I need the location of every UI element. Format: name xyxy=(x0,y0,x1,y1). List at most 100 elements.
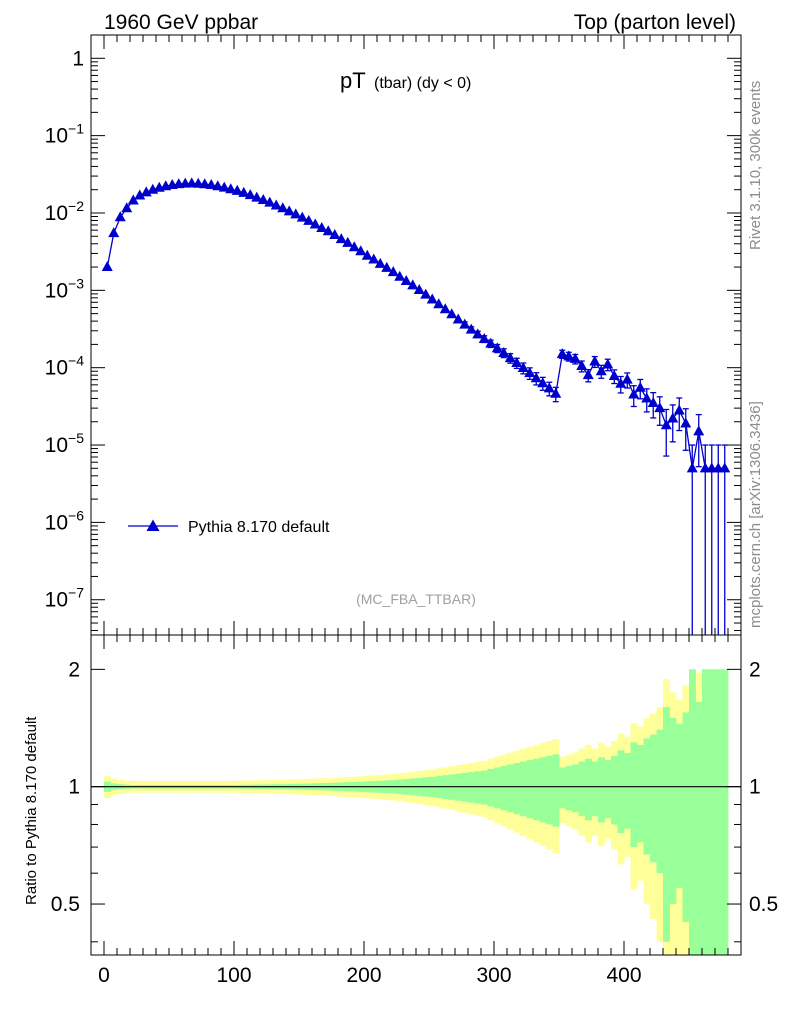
data-point xyxy=(212,180,224,191)
stat-uncertainty-band xyxy=(611,755,618,825)
plot-title-sub: (tbar) (dy < 0) xyxy=(374,75,471,92)
stat-uncertainty-band xyxy=(663,707,670,942)
series-line xyxy=(106,182,725,469)
data-point xyxy=(543,382,555,393)
header-right-label: Top (parton level) xyxy=(574,11,736,34)
stat-uncertainty-band xyxy=(721,669,729,955)
data-point xyxy=(439,303,451,314)
stat-uncertainty-band xyxy=(507,764,514,813)
legend: Pythia 8.170 default xyxy=(128,519,330,536)
data-point xyxy=(485,337,497,348)
stat-uncertainty-band xyxy=(520,761,527,817)
data-point xyxy=(537,377,549,388)
ratio-tick-labels: 0.5 0.5 1 1 2 2 0 100 200 300 400 xyxy=(51,658,778,987)
stat-uncertainty-band xyxy=(487,769,495,807)
data-point xyxy=(478,332,490,343)
data-point xyxy=(446,308,458,319)
data-point xyxy=(472,328,484,339)
stat-uncertainty-band xyxy=(695,701,703,955)
data-point xyxy=(576,360,588,371)
data-point xyxy=(368,253,380,264)
data-point xyxy=(374,257,386,268)
data-point xyxy=(433,298,445,309)
legend-entry-label: Pythia 8.170 default xyxy=(188,519,330,536)
data-point xyxy=(719,462,731,473)
data-point xyxy=(452,313,464,324)
data-point xyxy=(303,214,315,225)
data-point xyxy=(550,387,562,398)
data-point xyxy=(608,370,620,381)
data-point xyxy=(381,261,393,272)
stat-uncertainty-band xyxy=(468,772,475,803)
stat-uncertainty-band xyxy=(461,772,469,802)
y-tick-label: 10−4 xyxy=(45,353,85,380)
stat-uncertainty-band xyxy=(565,766,573,811)
data-point xyxy=(595,365,607,376)
y-tick-label: 10−5 xyxy=(45,430,85,457)
data-point xyxy=(654,402,666,413)
legend-marker-icon xyxy=(146,519,160,531)
data-point xyxy=(309,218,321,229)
stat-uncertainty-band xyxy=(617,750,625,834)
data-point xyxy=(615,377,627,388)
ratio-y-tick-label-right: 1 xyxy=(749,776,761,799)
data-point xyxy=(121,202,133,213)
data-point xyxy=(238,186,250,197)
stat-uncertainty-band xyxy=(513,763,521,815)
data-point xyxy=(407,279,419,290)
error-bars xyxy=(106,183,728,635)
data-point xyxy=(322,225,334,236)
data-point xyxy=(114,211,126,222)
data-point xyxy=(621,373,633,384)
y-tick-label: 10−1 xyxy=(45,121,85,148)
data-point xyxy=(628,388,640,399)
stat-uncertainty-band xyxy=(598,757,605,823)
y-tick-label: 10−6 xyxy=(45,507,85,534)
data-point xyxy=(582,369,594,380)
stat-uncertainty-band xyxy=(559,767,566,809)
data-point xyxy=(218,181,230,192)
stat-uncertainty-band xyxy=(552,754,560,827)
data-point xyxy=(342,236,354,247)
data-point xyxy=(647,396,659,407)
mcplots-reference-label: mcplots.cern.ch [arXiv:1306.3436] xyxy=(747,401,764,628)
x-tick-label: 400 xyxy=(606,964,641,987)
stat-uncertainty-band xyxy=(624,753,631,829)
data-point xyxy=(355,245,367,256)
data-point xyxy=(335,233,347,244)
series-markers xyxy=(101,177,731,473)
data-point xyxy=(134,189,146,200)
stat-uncertainty-band xyxy=(539,757,547,823)
rivet-version-label: Rivet 3.1.10, 300k events xyxy=(747,81,764,250)
data-point xyxy=(602,358,614,369)
data-point xyxy=(420,288,432,299)
stat-uncertainty-band xyxy=(669,718,677,905)
data-point xyxy=(667,412,679,423)
data-point xyxy=(244,189,256,200)
data-point xyxy=(361,249,373,260)
data-point xyxy=(426,293,438,304)
data-point xyxy=(569,352,581,363)
stat-uncertainty-band xyxy=(591,761,599,817)
data-point xyxy=(394,270,406,281)
data-point xyxy=(563,350,575,361)
stat-uncertainty-band xyxy=(643,738,651,855)
stat-uncertainty-band xyxy=(604,760,612,819)
data-point xyxy=(270,199,282,210)
stat-uncertainty-band xyxy=(572,764,579,813)
data-point xyxy=(517,362,529,373)
data-point xyxy=(387,266,399,277)
stat-uncertainty-band xyxy=(578,761,586,817)
data-point xyxy=(225,183,237,194)
data-point xyxy=(693,425,705,436)
stat-uncertainty-band xyxy=(689,669,696,955)
data-point xyxy=(686,462,698,473)
y-tick-label: 1 xyxy=(72,47,84,70)
data-point xyxy=(277,202,289,213)
stat-uncertainty-band xyxy=(702,669,709,955)
stat-uncertainty-band xyxy=(533,758,540,821)
stat-uncertainty-band xyxy=(656,729,664,874)
data-point xyxy=(140,186,152,197)
data-point xyxy=(316,221,328,232)
main-panel-frame xyxy=(90,34,742,636)
